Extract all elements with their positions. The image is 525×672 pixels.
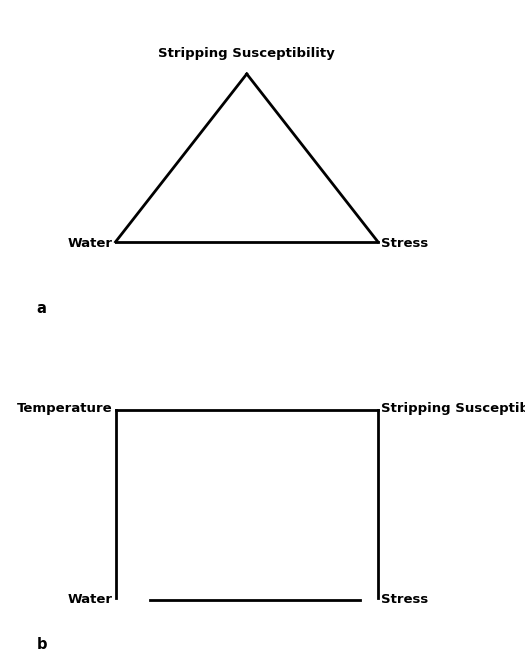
Text: a: a xyxy=(37,301,47,316)
Text: Temperature: Temperature xyxy=(17,402,113,415)
Text: Stress: Stress xyxy=(381,237,428,250)
Text: Stripping Susceptibility: Stripping Susceptibility xyxy=(159,48,335,60)
Text: b: b xyxy=(37,637,47,652)
Text: Water: Water xyxy=(68,237,113,250)
Text: Water: Water xyxy=(68,593,113,606)
Text: Stress: Stress xyxy=(381,593,428,606)
Text: Stripping Susceptibility: Stripping Susceptibility xyxy=(381,402,525,415)
